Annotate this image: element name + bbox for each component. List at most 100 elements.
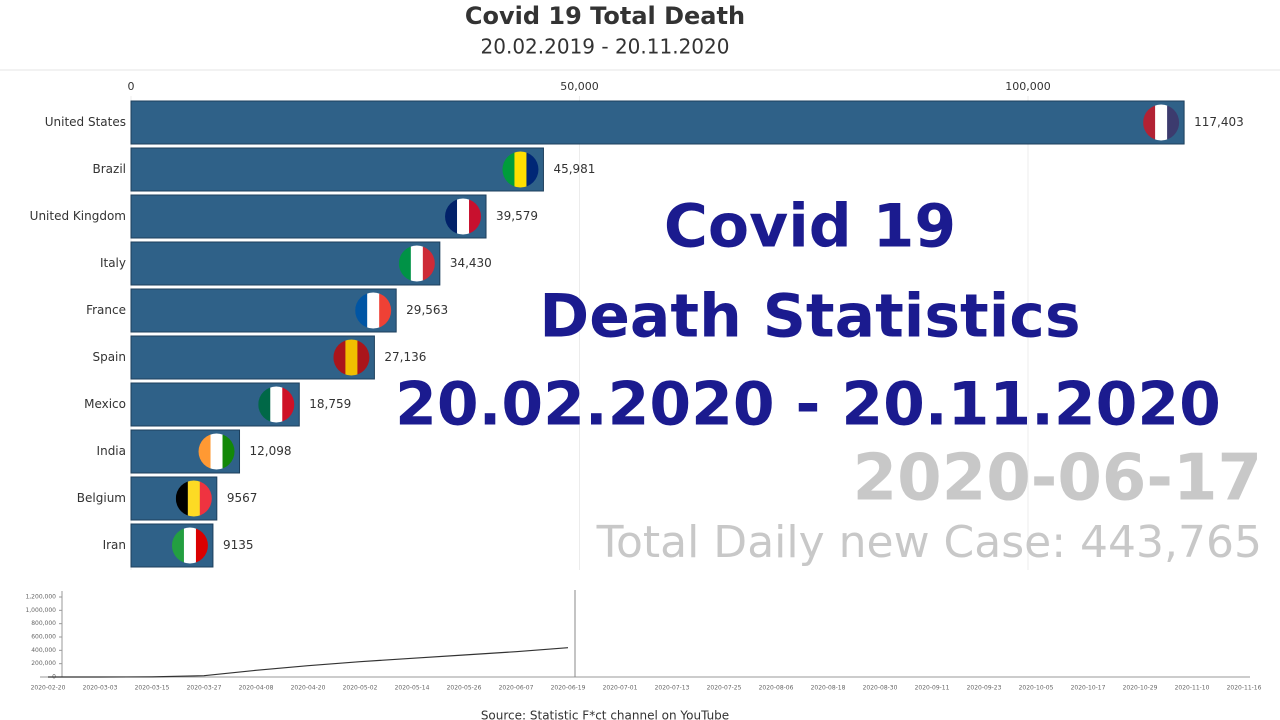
x-tick-label: 2020-11-16 [1227,685,1262,692]
flag-stripe [345,339,358,376]
x-tick-label: 2020-10-05 [1019,685,1054,692]
flag-stripe [379,292,392,329]
line-series [48,647,569,678]
category-label: United States [45,115,126,129]
value-label: 117,403 [1194,115,1244,129]
flag-stripe [1155,104,1168,141]
flag-stripe [410,245,424,282]
x-tick-label: 2020-10-17 [1071,685,1106,692]
flag-stripe [222,433,235,470]
flag-stripe [457,198,470,235]
category-label: Spain [92,350,126,364]
flag [445,198,482,235]
flag-stripe [175,480,189,517]
flag-stripe [357,339,370,376]
total-cases: Total Daily new Case: 443,765 [596,517,1262,568]
flag [502,151,539,188]
y-tick-label: 800,000 [31,620,56,627]
flag-stripe [258,386,271,423]
flag [258,386,295,423]
flag [171,527,208,564]
value-label: 34,430 [450,256,492,270]
category-label: Mexico [84,397,126,411]
flag-stripe [270,386,283,423]
x-tick-label: 2020-07-01 [603,685,638,692]
value-label: 9567 [227,491,258,505]
x-tick-label: 2020-06-19 [551,685,586,692]
category-label: France [86,303,126,317]
overlay-range: 20.02.2020 - 20.11.2020 [395,370,1221,440]
x-tick-label: 2020-04-08 [239,685,274,692]
current-date: 2020-06-17 [853,442,1262,516]
flag-stripe [445,198,458,235]
category-label: Brazil [93,162,127,176]
flag-stripe [526,151,539,188]
overlay-heading: Covid 19 [664,192,956,262]
flag-stripe [367,292,380,329]
bar [130,288,397,333]
category-label: United Kingdom [30,209,126,223]
value-label: 12,098 [250,444,292,458]
x-tick-label: 2020-08-06 [759,685,794,692]
x-tick-label: 2020-08-30 [863,685,898,692]
category-label: Italy [100,256,126,270]
x-tick-label: 0 [128,80,135,93]
bar [130,194,487,239]
category-label: Iran [103,538,126,552]
x-tick-label: 2020-02-20 [31,685,66,692]
flag [198,433,235,470]
x-tick-label: 2020-05-14 [395,685,430,692]
x-tick-label: 2020-04-20 [291,685,326,692]
x-tick-label: 2020-03-15 [135,685,170,692]
flag-stripe [171,527,185,564]
x-tick-label: 50,000 [560,80,599,93]
flag-stripe [195,527,208,564]
flag-stripe [1167,104,1180,141]
flag-stripe [282,386,295,423]
flag [175,480,212,517]
x-tick-label: 2020-11-10 [1175,685,1210,692]
flag-stripe [469,198,482,235]
y-tick-label: 600,000 [31,634,56,641]
y-tick-label: 1,200,000 [25,594,56,601]
chart-subtitle: 20.02.2019 - 20.11.2020 [481,35,730,59]
x-tick-label: 2020-06-07 [499,685,534,692]
bar [130,100,1185,145]
flag-stripe [333,339,346,376]
x-tick-label: 2020-07-13 [655,685,690,692]
flag-stripe [355,292,368,329]
chart-title: Covid 19 Total Death [465,2,745,30]
flag [355,292,392,329]
bar-chart: 0 50,000 100,000 United States 117,403 Brazil… [30,80,1244,570]
value-label: 39,579 [496,209,538,223]
flag [398,245,435,282]
flag-stripe [398,245,412,282]
x-tick-label: 2020-10-29 [1123,685,1158,692]
x-tick-label: 2020-03-03 [83,685,118,692]
y-tick-label: 1,000,000 [25,607,56,614]
flag-stripe [422,245,435,282]
y-tick-label: 400,000 [31,647,56,654]
value-label: 45,981 [553,162,595,176]
bar [130,241,441,286]
flag-stripe [1143,104,1156,141]
x-tick-label: 2020-05-26 [447,685,482,692]
value-label: 18,759 [309,397,351,411]
x-tick-label: 2020-03-27 [187,685,222,692]
source: Source: Statistic F*ct channel on YouTub… [481,709,729,720]
flag-stripe [210,433,224,470]
x-tick-label: 2020-09-23 [967,685,1002,692]
y-tick-label: 200,000 [31,660,56,667]
flag-stripe [183,527,197,564]
flag-stripe [514,151,527,188]
flag-stripe [502,151,515,188]
category-label: Belgium [77,491,126,505]
x-tick-label: 2020-07-25 [707,685,742,692]
x-tick-label: 100,000 [1005,80,1051,93]
x-tick-label: 2020-05-02 [343,685,378,692]
value-label: 27,136 [384,350,426,364]
category-label: India [97,444,126,458]
flag-stripe [199,480,212,517]
value-label: 9135 [223,538,254,552]
